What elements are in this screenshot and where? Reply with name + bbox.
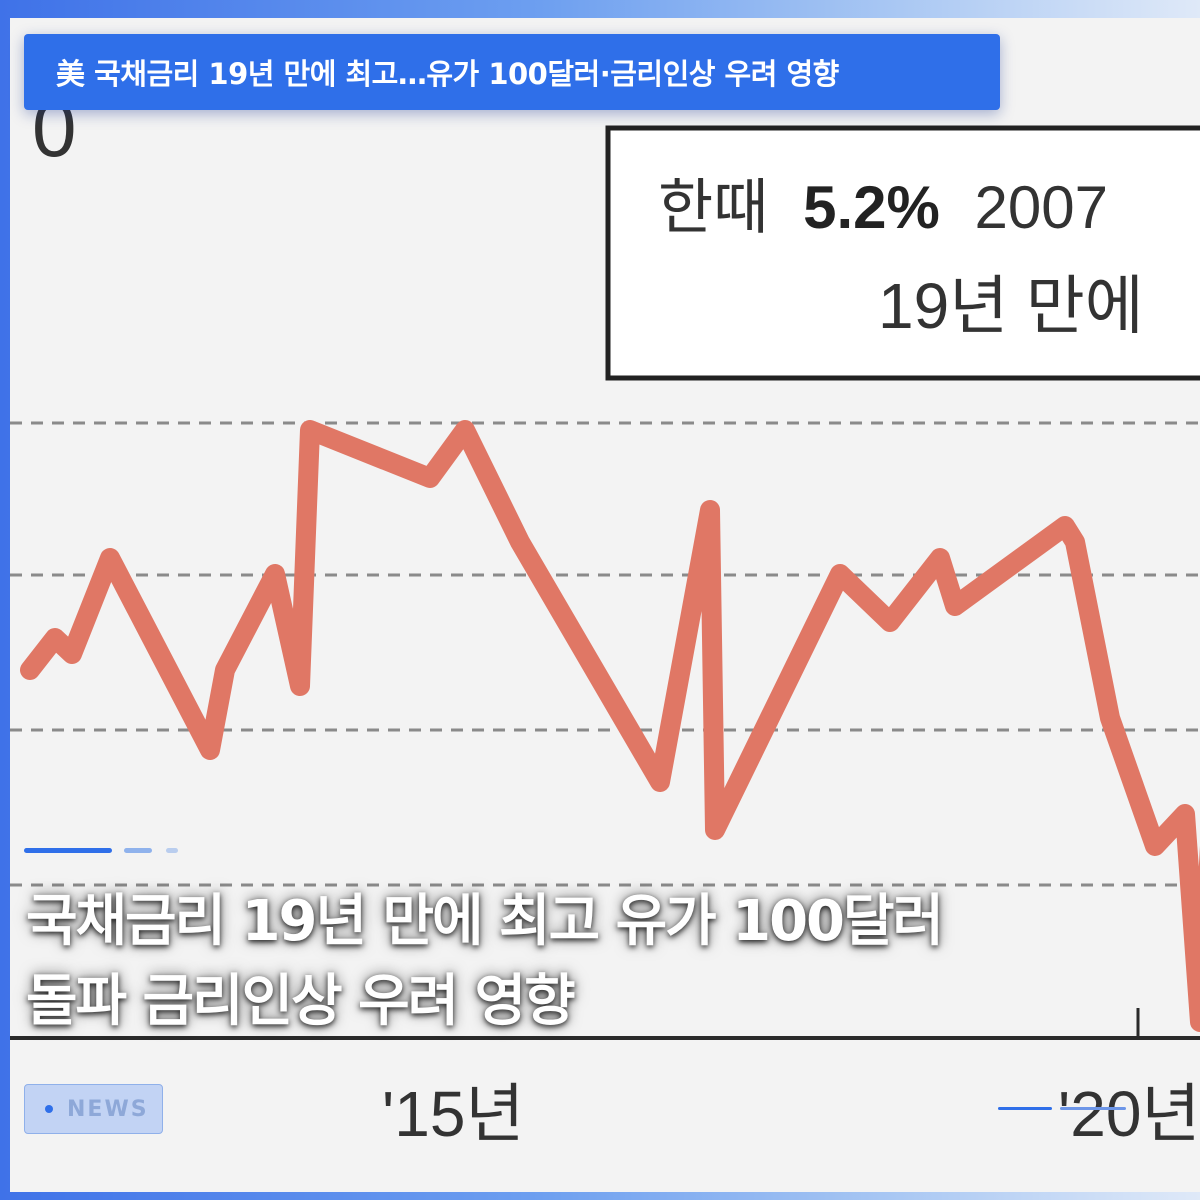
news-badge-label: NEWS (67, 1096, 149, 1122)
headline-bar: 美 국채금리 19년 만에 최고…유가 100달러·금리인상 우려 영향 (24, 34, 1000, 110)
x-tick-label-20: '20년 (1058, 1078, 1200, 1150)
callout-box: 한때 5.2% 2007 19년 만에 (605, 125, 1200, 381)
callout-line2: 19년 만에 (878, 270, 1144, 342)
subtitle: 국채금리 19년 만에 최고 유가 100달러 돌파 금리인상 우려 영향 (26, 882, 1086, 1042)
subtitle-line-2: 돌파 금리인상 우려 영향 (26, 969, 576, 1034)
callout-prefix: 한때 (658, 174, 768, 241)
accent-dash (166, 848, 178, 853)
corner-line (1060, 1107, 1126, 1110)
line-chart: 0 한때 5.2% 2007 19년 만에 '15년 '20년 (10, 84, 1200, 1150)
badge-dot-icon (45, 1105, 53, 1113)
callout-suffix: 2007 (975, 174, 1108, 241)
accent-dash (24, 848, 112, 853)
news-badge: NEWS (24, 1084, 163, 1134)
corner-line (998, 1107, 1052, 1110)
headline-text: 美 국채금리 19년 만에 최고…유가 100달러·금리인상 우려 영향 (56, 57, 839, 91)
svg-text:한때 5.2% 2007: 한때 5.2% 2007 (658, 174, 1108, 241)
chart-image: 0 한때 5.2% 2007 19년 만에 '15년 '20년 (10, 18, 1200, 1192)
callout-value: 5.2% (803, 174, 940, 241)
accent-dash (124, 848, 152, 853)
series-line (20, 420, 1200, 1032)
x-tick-label-15: '15년 (382, 1078, 524, 1150)
subtitle-line-1: 국채금리 19년 만에 최고 유가 100달러 (26, 889, 944, 954)
